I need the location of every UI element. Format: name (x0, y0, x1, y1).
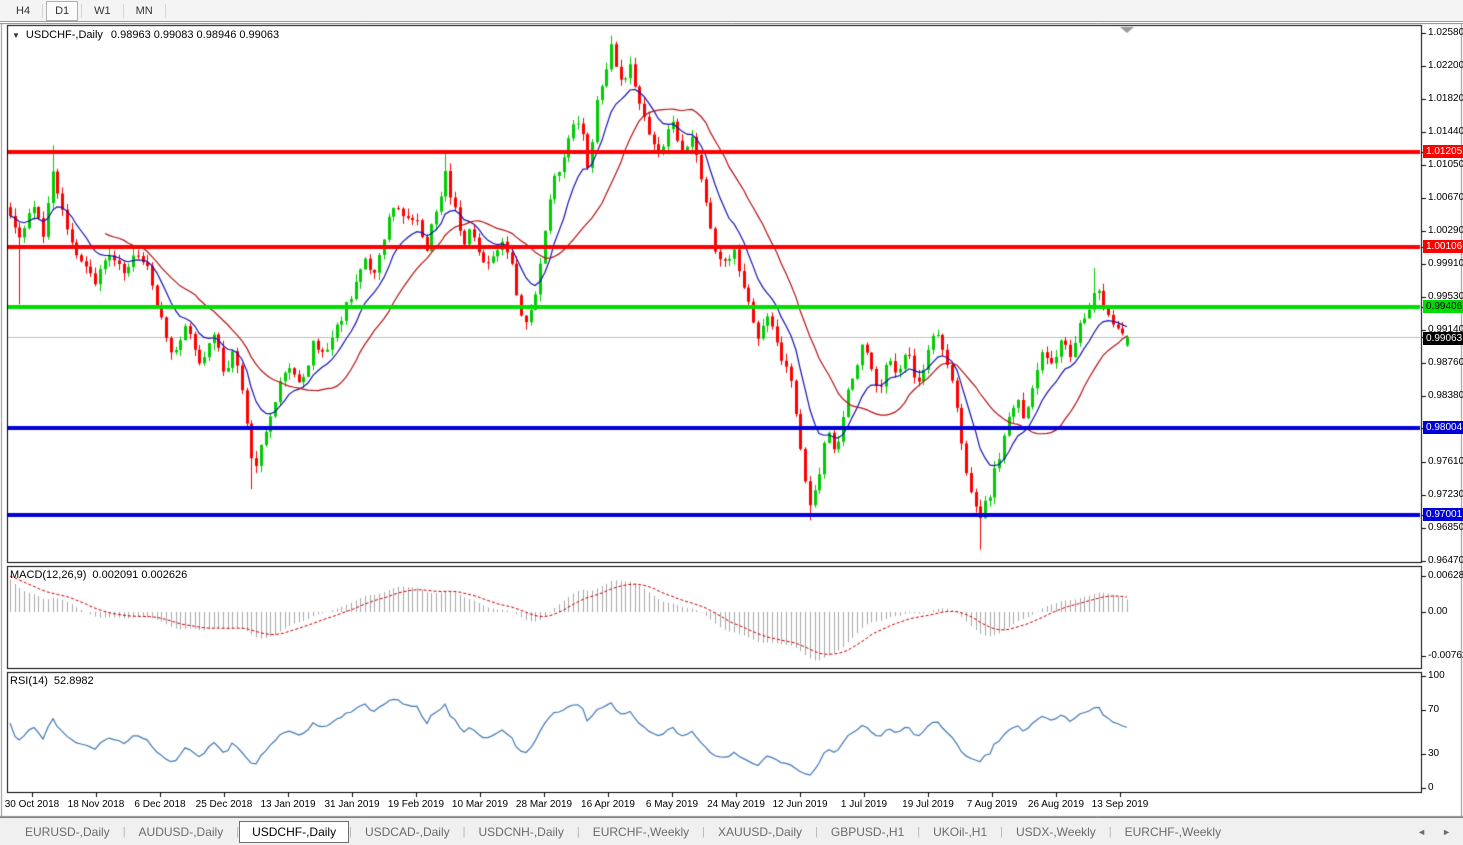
tab-divider: | (349, 825, 352, 838)
chart-tab-audusd-daily[interactable]: AUDUSD-,Daily (138, 824, 224, 839)
date-axis-label: 6 May 2019 (645, 799, 699, 810)
date-axis-label: 18 Nov 2018 (67, 799, 125, 810)
date-axis-label: 13 Jan 2019 (260, 799, 316, 810)
price-axis-label: 1.00290 (1428, 224, 1463, 236)
date-axis-label: 7 Aug 2019 (966, 799, 1018, 810)
macd-label: MACD(12,26,9) 0.002091 0.002626 (10, 569, 188, 581)
date-axis-label: 12 Jun 2019 (772, 799, 828, 810)
rsi-axis-label: 70 (1428, 703, 1440, 715)
price-level-badge: 0.99406 (1423, 300, 1463, 314)
price-axis-label: 1.00670 (1428, 192, 1463, 204)
tab-scroll-arrows: ◄ ► (1417, 818, 1451, 845)
symbol-dropdown-icon[interactable]: ▼ (12, 30, 20, 40)
chart-tab-gbpusd-h1[interactable]: GBPUSD-,H1 (830, 824, 905, 839)
chart-ohlc-values: 0.98963 0.99083 0.98946 0.99063 (110, 29, 280, 41)
price-axis-label: 0.99530 (1428, 290, 1463, 302)
date-axis-label: 25 Dec 2018 (195, 799, 253, 810)
toolbar-separator (42, 3, 44, 18)
chart-tab-eurchf-weekly[interactable]: EURCHF-,Weekly (1124, 824, 1222, 839)
price-axis-label: 0.98760 (1428, 357, 1463, 369)
chart-canvas[interactable] (0, 23, 1463, 817)
current-price-badge: 0.99063 (1423, 331, 1463, 345)
price-axis-label: 1.01820 (1428, 92, 1463, 104)
date-axis-label: 30 Oct 2018 (4, 799, 60, 810)
rsi-axis-label: 100 (1428, 670, 1445, 681)
price-axis-label: 0.96470 (1428, 554, 1463, 566)
timeframe-button-w1[interactable]: W1 (94, 4, 111, 17)
date-axis-label: 19 Feb 2019 (387, 799, 445, 810)
price-axis-label: 0.99910 (1428, 257, 1463, 269)
date-axis-label: 6 Dec 2018 (134, 799, 186, 810)
chart-tab-usdx-weekly[interactable]: USDX-,Weekly (1015, 824, 1096, 839)
chart-tab-bar: EURUSD-,Daily | AUDUSD-,Daily | USDCHF-,Dail… (0, 817, 1463, 845)
chart-tab-ukoil-h1[interactable]: UKOil-,H1 (933, 824, 988, 839)
date-axis-label: 31 Jan 2019 (324, 799, 380, 810)
toolbar-separator (81, 3, 83, 18)
timeframe-button-h4[interactable]: H4 (16, 4, 31, 17)
date-axis-label: 16 Apr 2019 (581, 799, 635, 810)
price-level-badge: 0.97001 (1423, 508, 1463, 522)
chart-symbol-label: USDCHF-,Daily (25, 29, 103, 41)
rsi-axis-label: 30 (1428, 748, 1440, 760)
date-axis-label: 13 Sep 2019 (1091, 799, 1149, 810)
price-axis-label: 0.99140 (1428, 324, 1463, 336)
date-axis-label: 26 Aug 2019 (1027, 799, 1085, 810)
chart-tab-usdcad-daily[interactable]: USDCAD-,Daily (364, 824, 450, 839)
price-axis-label: 1.02580 (1428, 27, 1463, 38)
price-axis-label: 1.01440 (1428, 125, 1463, 137)
tab-divider: | (702, 825, 706, 838)
date-axis-label: 19 Jul 2019 (902, 799, 954, 810)
chart-tab-eurchf-weekly[interactable]: EURCHF-,Weekly (592, 824, 690, 839)
price-level-badge: 0.98004 (1423, 421, 1463, 435)
timeframe-toolbar: H4 D1 W1 MN (0, 0, 1463, 22)
tab-divider: | (917, 825, 921, 838)
tab-divider: | (236, 825, 240, 838)
price-axis-label: 0.97610 (1428, 456, 1463, 468)
toolbar-separator (122, 3, 124, 18)
tab-divider: | (122, 825, 126, 838)
price-axis-label: 1.01050 (1428, 159, 1463, 171)
rsi-axis-label: 0 (1428, 782, 1434, 793)
date-axis-label: 10 Mar 2019 (451, 799, 509, 810)
rsi-label: RSI(14) 52.8982 (10, 675, 94, 687)
toolbar-separator (164, 3, 166, 18)
chart-tab-xauusd-daily[interactable]: XAUUSD-,Daily (718, 824, 803, 839)
price-axis-label: 0.98380 (1428, 389, 1463, 401)
price-level-badge: 1.01205 (1423, 144, 1463, 158)
tab-scroll-right-icon[interactable]: ► (1442, 827, 1451, 837)
date-axis-label: 1 Jul 2019 (840, 799, 888, 810)
tab-divider: | (1108, 825, 1112, 838)
date-axis-label: 24 May 2019 (707, 799, 765, 810)
date-axis-label: 28 Mar 2019 (515, 799, 573, 810)
tab-divider: | (462, 825, 466, 838)
timeframe-button-d1[interactable]: D1 (46, 0, 79, 21)
macd-axis-label: 0.006286 (1428, 569, 1463, 581)
macd-axis-label: -0.00762 (1428, 650, 1463, 662)
chart-tab-usdcnh-daily[interactable]: USDCNH-,Daily (478, 824, 564, 839)
price-axis-label: 1.02200 (1428, 59, 1463, 71)
tab-divider: | (1000, 825, 1003, 838)
price-axis-label: 0.97230 (1428, 489, 1463, 501)
chart-title-row: ▼ USDCHF-,Daily 0.98963 0.99083 0.98946 … (12, 29, 279, 41)
price-level-badge: 1.00106 (1423, 239, 1463, 253)
tab-scroll-left-icon[interactable]: ◄ (1417, 827, 1427, 837)
timeframe-button-mn[interactable]: MN (135, 4, 153, 17)
tab-divider: | (576, 825, 580, 838)
chart-tab-usdchf-daily[interactable]: USDCHF-,Daily (239, 820, 350, 843)
chart-tab-eurusd-daily[interactable]: EURUSD-,Daily (25, 824, 110, 839)
price-axis-label: 0.96850 (1428, 522, 1463, 534)
tab-divider: | (815, 825, 818, 838)
rsi-value: 52.8982 (53, 675, 94, 687)
macd-values: 0.002091 0.002626 (92, 569, 188, 581)
macd-axis-label: 0.00 (1428, 606, 1448, 617)
